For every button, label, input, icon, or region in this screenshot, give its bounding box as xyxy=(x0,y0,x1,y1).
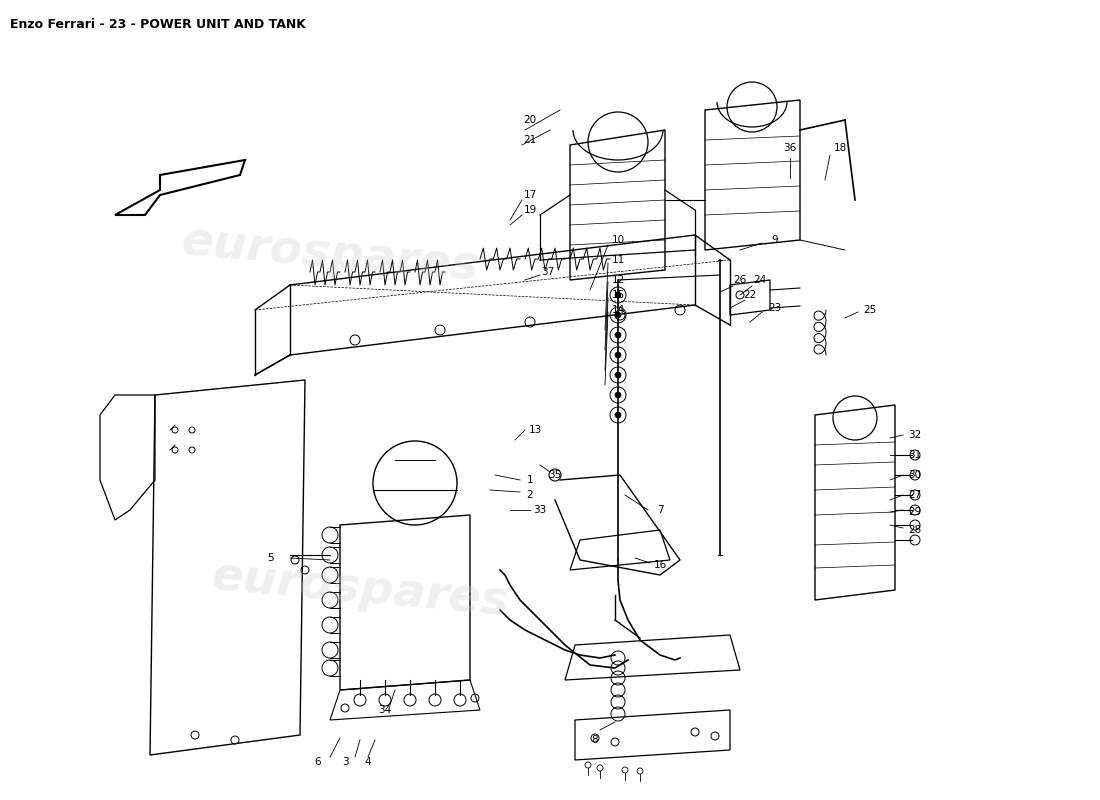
Text: 6: 6 xyxy=(315,757,321,767)
Text: 27: 27 xyxy=(909,490,922,500)
Text: 2: 2 xyxy=(527,490,534,500)
Circle shape xyxy=(615,312,622,318)
Text: 16: 16 xyxy=(653,560,667,570)
Text: 7: 7 xyxy=(657,505,663,515)
Text: 22: 22 xyxy=(744,290,757,300)
Text: 13: 13 xyxy=(528,425,541,435)
Text: 12: 12 xyxy=(612,275,625,285)
Circle shape xyxy=(615,332,622,338)
Text: 18: 18 xyxy=(834,143,847,153)
Text: 35: 35 xyxy=(549,470,562,480)
Text: 29: 29 xyxy=(909,507,922,517)
Text: 28: 28 xyxy=(909,525,922,535)
Text: Enzo Ferrari - 23 - POWER UNIT AND TANK: Enzo Ferrari - 23 - POWER UNIT AND TANK xyxy=(10,18,306,31)
Text: 4: 4 xyxy=(365,757,372,767)
Text: 11: 11 xyxy=(612,255,625,265)
Text: 34: 34 xyxy=(378,705,392,715)
Text: 1: 1 xyxy=(527,475,534,485)
Text: 17: 17 xyxy=(524,190,537,200)
Text: 10: 10 xyxy=(612,235,625,245)
Circle shape xyxy=(615,372,622,378)
Text: 33: 33 xyxy=(534,505,547,515)
Text: 5: 5 xyxy=(266,553,273,563)
Text: 20: 20 xyxy=(524,115,537,125)
Text: 3: 3 xyxy=(342,757,349,767)
Text: 23: 23 xyxy=(769,303,782,313)
Text: 15: 15 xyxy=(612,290,625,300)
Text: 26: 26 xyxy=(734,275,747,285)
Text: 32: 32 xyxy=(909,430,922,440)
Text: 36: 36 xyxy=(783,143,796,153)
Circle shape xyxy=(615,292,622,298)
Text: 14: 14 xyxy=(612,305,625,315)
Text: 8: 8 xyxy=(592,735,598,745)
Text: 30: 30 xyxy=(909,470,922,480)
Text: eurospares: eurospares xyxy=(209,554,510,626)
Text: 21: 21 xyxy=(524,135,537,145)
Text: 25: 25 xyxy=(864,305,877,315)
Text: 24: 24 xyxy=(754,275,767,285)
Circle shape xyxy=(615,412,622,418)
Text: 37: 37 xyxy=(541,267,554,277)
Circle shape xyxy=(615,352,622,358)
Text: 19: 19 xyxy=(524,205,537,215)
Text: 9: 9 xyxy=(772,235,779,245)
Text: eurospares: eurospares xyxy=(179,219,481,290)
Text: 31: 31 xyxy=(909,450,922,460)
Circle shape xyxy=(615,392,622,398)
